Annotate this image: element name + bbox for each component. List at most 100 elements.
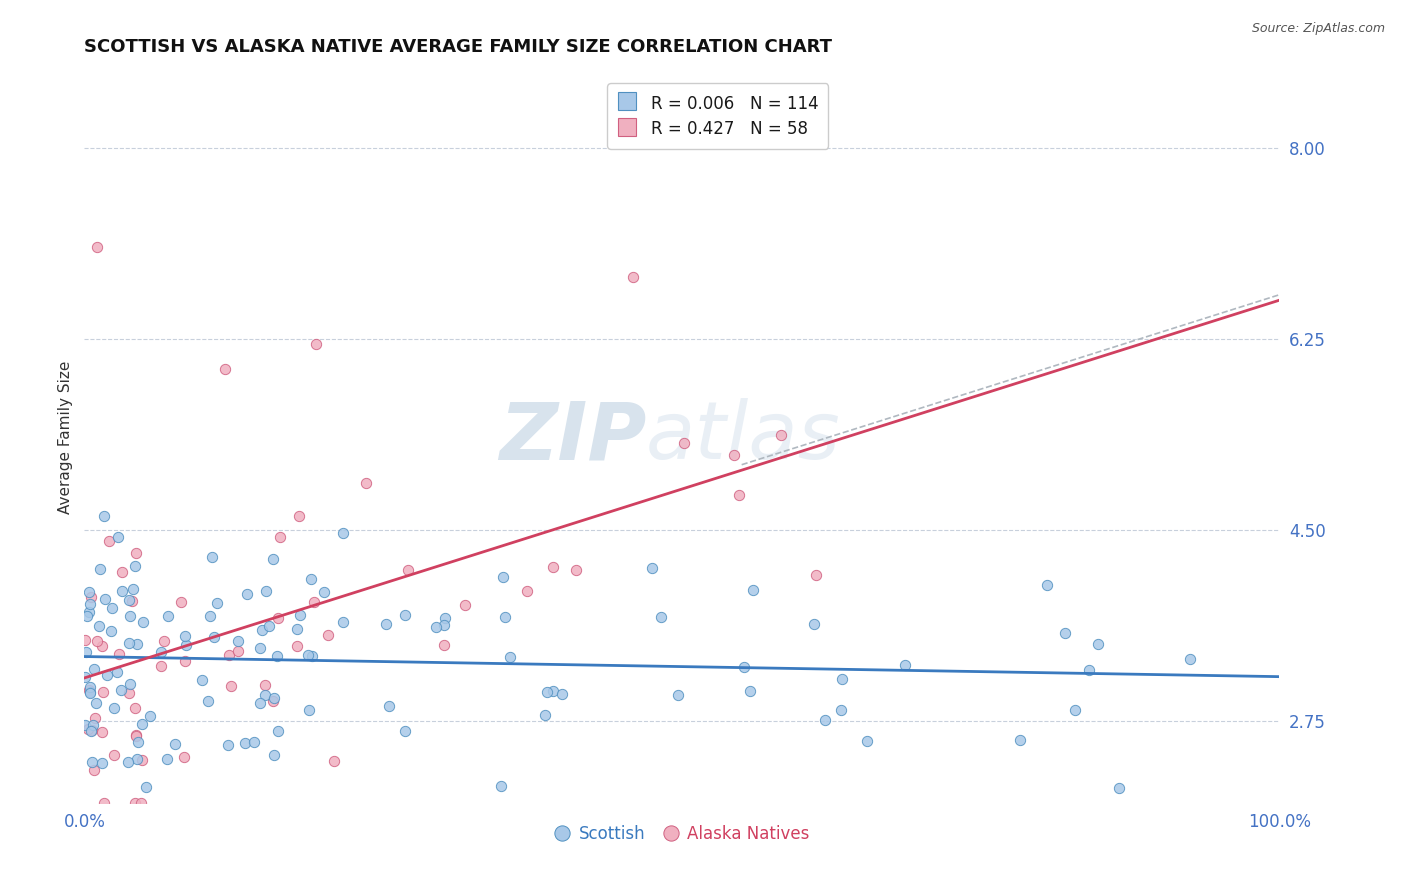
Point <box>118 609 141 624</box>
Point <box>76 609 98 624</box>
Point <box>249 696 271 710</box>
Point <box>218 648 240 663</box>
Point <box>323 754 346 768</box>
Point <box>217 738 239 752</box>
Point <box>75 633 97 648</box>
Point <box>425 619 447 633</box>
Point <box>86 240 108 254</box>
Point <box>75 670 97 684</box>
Point <box>156 752 179 766</box>
Point <box>298 703 321 717</box>
Point <box>77 682 100 697</box>
Point <box>111 565 134 579</box>
Point <box>433 617 456 632</box>
Point <box>90 756 112 770</box>
Point <box>121 582 143 596</box>
Point <box>305 337 328 351</box>
Point <box>516 583 538 598</box>
Point <box>149 645 172 659</box>
Point <box>831 672 853 686</box>
Point <box>103 700 125 714</box>
Point <box>170 595 193 609</box>
Point <box>666 688 689 702</box>
Point <box>98 533 121 548</box>
Point <box>127 735 149 749</box>
Point <box>672 436 695 450</box>
Point <box>197 694 219 708</box>
Point <box>727 488 749 502</box>
Text: atlas: atlas <box>647 398 841 476</box>
Point <box>740 683 762 698</box>
Point <box>105 665 128 679</box>
Point <box>770 427 793 442</box>
Point <box>139 709 162 723</box>
Point <box>79 686 101 700</box>
Point <box>83 763 105 777</box>
Point <box>254 688 277 702</box>
Point <box>254 583 277 598</box>
Point <box>131 716 153 731</box>
Point <box>492 570 515 584</box>
Point <box>394 724 416 739</box>
Point <box>494 610 516 624</box>
Point <box>1063 703 1085 717</box>
Point <box>301 648 323 663</box>
Point <box>165 737 187 751</box>
Point <box>157 609 180 624</box>
Point <box>79 597 101 611</box>
Point <box>394 608 416 623</box>
Point <box>214 362 236 376</box>
Point <box>454 598 477 612</box>
Point <box>201 549 224 564</box>
Point <box>82 718 104 732</box>
Point <box>125 546 148 560</box>
Point <box>723 448 745 462</box>
Point <box>250 624 273 638</box>
Point <box>263 748 285 763</box>
Point <box>110 683 132 698</box>
Point <box>299 572 322 586</box>
Point <box>79 685 101 699</box>
Point <box>152 634 174 648</box>
Point <box>650 609 672 624</box>
Point <box>269 530 291 544</box>
Point <box>91 685 114 699</box>
Point <box>733 660 755 674</box>
Point <box>117 755 139 769</box>
Point <box>814 713 837 727</box>
Point <box>536 685 558 699</box>
Point <box>266 649 288 664</box>
Point <box>263 690 285 705</box>
Point <box>77 605 100 619</box>
Point <box>243 735 266 749</box>
Point <box>316 628 339 642</box>
Point <box>173 629 195 643</box>
Point <box>120 677 142 691</box>
Point <box>434 610 457 624</box>
Point <box>89 619 111 633</box>
Point <box>742 582 765 597</box>
Point <box>80 590 103 604</box>
Point <box>79 681 101 695</box>
Point <box>1008 733 1031 747</box>
Point <box>312 584 335 599</box>
Point <box>94 592 117 607</box>
Point <box>257 618 280 632</box>
Point <box>290 608 312 623</box>
Point <box>77 584 100 599</box>
Point <box>131 753 153 767</box>
Point <box>226 643 249 657</box>
Point <box>135 780 157 794</box>
Point <box>83 662 105 676</box>
Point <box>127 752 149 766</box>
Point <box>207 595 229 609</box>
Point <box>131 615 153 629</box>
Point <box>124 701 146 715</box>
Point <box>101 600 124 615</box>
Point <box>332 615 354 630</box>
Point <box>174 653 197 667</box>
Point <box>285 640 308 654</box>
Point <box>541 684 564 698</box>
Point <box>378 699 401 714</box>
Point <box>129 796 152 810</box>
